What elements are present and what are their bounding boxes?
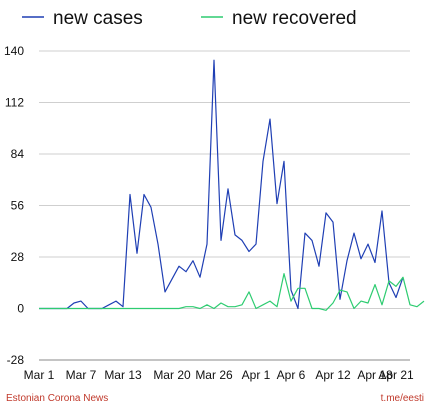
- y-tick-label: 140: [4, 44, 24, 58]
- legend-label: new cases: [53, 8, 143, 29]
- x-tick-label: Apr 12: [315, 368, 351, 382]
- x-tick-label: Mar 20: [153, 368, 191, 382]
- grid-lines: [39, 50, 410, 361]
- x-tick-label: Mar 1: [24, 368, 55, 382]
- x-tick-label: Mar 13: [104, 368, 142, 382]
- legend: new cases new recovered: [22, 8, 357, 29]
- x-tick-label: Mar 26: [195, 368, 233, 382]
- x-tick-label: Mar 7: [66, 368, 97, 382]
- y-axis-ticks: -28 0 28 56 84 112 140: [4, 44, 24, 367]
- x-tick-label: Apr 18: [357, 368, 393, 382]
- footer-link[interactable]: t.me/eesti: [381, 393, 424, 404]
- legend-label: new recovered: [232, 8, 357, 29]
- y-tick-label: -28: [7, 353, 25, 367]
- y-tick-label: 28: [11, 250, 25, 264]
- x-axis-ticks: Mar 1 Mar 7 Mar 13 Mar 20 Mar 26 Apr 1 Apr 6 Ap…: [24, 368, 414, 382]
- y-tick-label: 84: [11, 147, 25, 161]
- x-tick-label: Apr 1: [242, 368, 271, 382]
- y-tick-label: 112: [5, 96, 24, 110]
- series-lines: [39, 59, 425, 311]
- footer-source: Estonian Corona News: [6, 393, 108, 404]
- x-tick-label: Apr 21: [378, 368, 414, 382]
- series-line-1: [39, 273, 425, 311]
- y-tick-label: 56: [11, 199, 25, 213]
- y-tick-label: 0: [17, 302, 24, 316]
- x-tick-label: Apr 6: [277, 368, 306, 382]
- series-line-0: [39, 59, 404, 310]
